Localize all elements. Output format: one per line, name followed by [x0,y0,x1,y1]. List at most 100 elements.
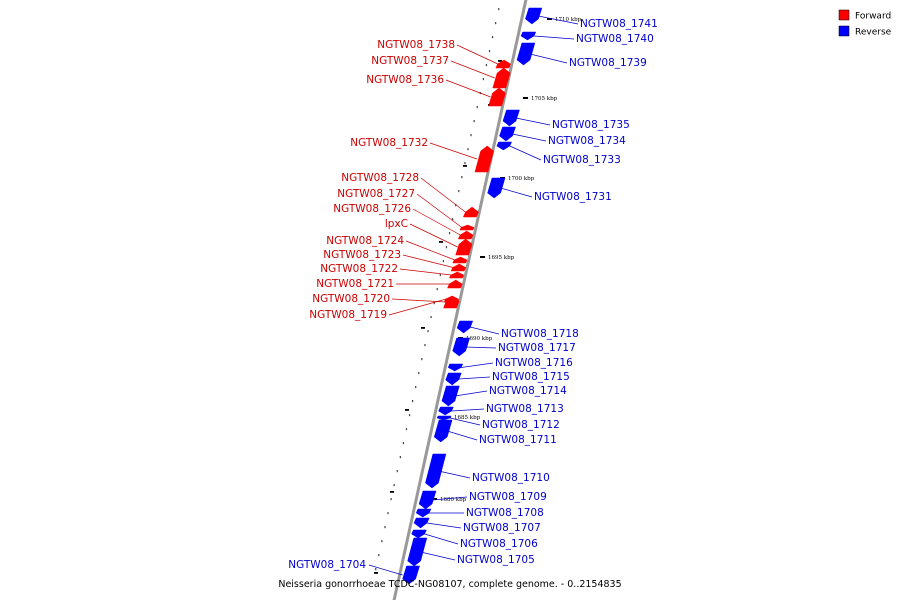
minor-tick-dot [415,386,417,389]
minor-tick-dot [399,456,401,459]
minor-tick-dash [463,165,467,167]
gene-label-NGTW08_1732: NGTW08_1732 [350,137,428,149]
gene-leader-line [416,193,463,228]
gene-label-NGTW08_1727: NGTW08_1727 [337,188,415,200]
minor-tick-dot [448,232,451,235]
gene-feature-lpxC [455,238,473,256]
gene-label-NGTW08_1728: NGTW08_1728 [341,172,419,184]
minor-tick-dot [488,50,491,53]
gene-feature-NGTW08_1731 [487,177,506,199]
gene-leader-line [447,430,478,441]
gene-feature-NGTW08_1726 [457,230,474,240]
gene-feature-NGTW08_1740 [520,31,537,41]
tick-label: 1705 kbp [531,96,558,102]
gene-leader-line [529,53,568,64]
gene-label-NGTW08_1736: NGTW08_1736 [366,74,444,86]
minor-tick-dot [473,120,475,123]
gene-leader-line [409,223,458,248]
minor-tick-dash [390,491,394,493]
gene-feature-NGTW08_1712 [436,415,452,421]
gene-label-NGTW08_1722: NGTW08_1722 [320,263,398,275]
minor-tick-dash [374,572,378,574]
gene-leader-line [388,298,447,316]
minor-tick-dot [384,526,386,529]
gene-label-NGTW08_1716: NGTW08_1716 [495,357,573,369]
gene-feature-NGTW08_1723 [450,263,466,272]
gene-leader-line [454,390,488,397]
gene-feature-NGTW08_1704 [402,565,420,585]
minor-tick-dot [387,512,389,515]
gene-leader-line [426,522,462,529]
legend-label-forward: Forward [855,12,891,22]
gene-leader-line [456,44,498,65]
minor-tick-dot [491,36,494,39]
minor-tick-dot [476,106,478,109]
gene-leader-line [438,470,471,479]
gene-label-NGTW08_1723: NGTW08_1723 [323,249,401,261]
minor-tick-dot [452,218,454,221]
tick-label: 1690 kbp [466,336,493,342]
gene-label-NGTW08_1724: NGTW08_1724 [326,235,404,247]
gene-label-NGTW08_1738: NGTW08_1738 [377,39,455,51]
gene-labels: NGTW08_1738 NGTW08_1737 NGTW08_1736 NGTW08_… [288,15,658,576]
gene-feature-NGTW08_1711 [433,419,453,443]
gene-feature-NGTW08_1715 [445,372,462,386]
gene-label-NGTW08_1709: NGTW08_1709 [469,491,547,503]
gene-label-lpxC: lpxC [385,218,408,230]
gene-label-NGTW08_1712: NGTW08_1712 [482,419,560,431]
gene-label-NGTW08_1710: NGTW08_1710 [472,472,550,484]
gene-label-NGTW08_1718: NGTW08_1718 [501,328,579,340]
gene-leader-line [500,187,533,198]
gene-label-NGTW08_1740: NGTW08_1740 [576,33,654,45]
minor-tick-dot [436,288,438,291]
gene-label-NGTW08_1741: NGTW08_1741 [580,18,658,30]
minor-tick-dot [418,372,420,375]
gene-label-NGTW08_1708: NGTW08_1708 [466,507,544,519]
gene-feature-NGTW08_1724 [452,256,468,264]
minor-tick-dot [412,400,414,403]
gene-leader-line [405,240,455,261]
minor-tick-dot [424,344,426,347]
gene-leader-line [533,35,575,40]
minor-tick-dot [390,498,392,501]
minor-tick-dot [467,148,469,151]
minor-tick-dot [433,302,435,305]
gene-label-NGTW08_1731: NGTW08_1731 [534,191,612,203]
legend-label-reverse: Reverse [855,28,892,38]
gene-feature-NGTW08_1741 [525,7,543,25]
gene-feature-NGTW08_1717 [452,337,470,357]
gene-label-NGTW08_1715: NGTW08_1715 [492,371,570,383]
minor-tick-dot [396,470,398,473]
gene-feature-NGTW08_1734 [499,126,516,142]
minor-tick-dash [439,241,443,243]
minor-tick-dot [470,134,472,137]
minor-tick-dot [445,246,448,249]
minor-tick-dot [430,316,432,319]
gene-feature-NGTW08_1719 [443,295,459,303]
minor-tick-dot [378,554,380,557]
gene-leader-line [429,142,478,160]
major-tick [432,498,437,500]
gene-feature-NGTW08_1708 [415,508,432,518]
gene-features [402,7,543,585]
legend-swatch-reverse [838,25,850,37]
minor-ticks [374,8,502,574]
gene-label-NGTW08_1737: NGTW08_1737 [371,55,449,67]
minor-tick-dot [498,8,500,11]
minor-tick-dot [381,540,383,543]
minor-tick-dot [427,330,429,333]
minor-tick-dot [405,428,408,431]
gene-label-NGTW08_1739: NGTW08_1739 [569,57,647,69]
minor-tick-dot [485,64,488,67]
gene-leader-line [445,79,491,98]
map-caption: Neisseria gonorrhoeae TCDC-NG08107, comp… [278,579,621,590]
gene-label-NGTW08_1721: NGTW08_1721 [316,278,394,290]
tick-label: 1685 kbp [454,415,481,421]
minor-tick-dot [439,274,441,277]
gene-label-NGTW08_1735: NGTW08_1735 [552,119,630,131]
gene-label-NGTW08_1719: NGTW08_1719 [309,309,387,321]
gene-leader-line [420,551,456,561]
legend-swatch-forward [838,9,850,21]
gene-leader-line [399,268,452,276]
